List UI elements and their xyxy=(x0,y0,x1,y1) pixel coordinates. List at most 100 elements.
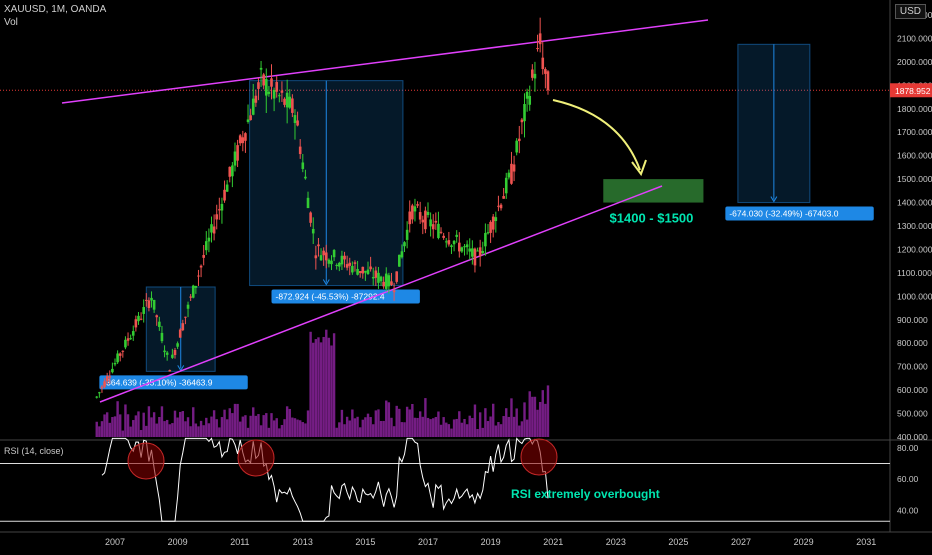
candle-body xyxy=(523,104,526,122)
volume-bar xyxy=(432,418,435,437)
candle-body xyxy=(189,296,192,298)
candle-body xyxy=(437,223,440,238)
volume-bar xyxy=(176,417,179,437)
volume-bar xyxy=(199,420,203,437)
candle-body xyxy=(309,212,312,223)
candle-body xyxy=(257,82,260,89)
volume-bar xyxy=(353,418,357,437)
candle-body xyxy=(152,299,156,310)
time-tick-label: 2007 xyxy=(105,537,125,547)
volume-bar xyxy=(246,427,250,437)
candle-body xyxy=(301,162,305,169)
rsi-tick-label: 80.00 xyxy=(897,443,919,453)
symbol-title: XAUUSD, 1M, OANDA xyxy=(4,4,107,15)
candle-body xyxy=(118,353,122,356)
candle-body xyxy=(330,260,333,265)
candle-body xyxy=(139,318,143,320)
volume-bar xyxy=(108,422,111,437)
volume-bar xyxy=(160,406,164,437)
measured-move-2-label: -872.924 (-45.53%) -87292.4 xyxy=(276,292,385,302)
candle-body xyxy=(408,211,412,225)
volume-bar xyxy=(348,420,351,437)
candle-body xyxy=(103,381,106,387)
volume-bar xyxy=(165,419,169,437)
measured-move-1-label: -364.639 (-35.10%) -36463.9 xyxy=(103,377,212,387)
volume-bar xyxy=(502,416,505,437)
candle-body xyxy=(332,250,336,258)
volume-bar xyxy=(249,415,252,437)
volume-bar xyxy=(121,430,125,437)
candle-body xyxy=(158,321,161,328)
volume-bar xyxy=(325,329,328,437)
volume-bar xyxy=(387,402,391,437)
candle-body xyxy=(424,210,427,230)
candle-body xyxy=(272,90,276,99)
volume-bar xyxy=(220,417,224,437)
time-tick-label: 2013 xyxy=(293,537,313,547)
volume-bar xyxy=(228,408,231,437)
price-tick-label: 600.000 xyxy=(897,385,928,395)
volume-bar xyxy=(275,418,278,437)
measured-move-3-arrowhead xyxy=(770,196,778,203)
volume-bar xyxy=(327,337,331,437)
candle-body xyxy=(280,90,284,93)
candle-body xyxy=(538,33,542,45)
candle-body xyxy=(533,73,537,79)
volume-bar xyxy=(390,417,393,437)
price-tick-label: 1700.000 xyxy=(897,127,932,137)
measured-move-3-label-bg xyxy=(725,206,874,221)
volume-bar xyxy=(505,408,508,437)
volume-bar xyxy=(403,422,406,437)
volume-bar xyxy=(426,417,430,437)
candle-body xyxy=(113,363,117,365)
candle-body xyxy=(246,119,250,122)
candle-body xyxy=(319,255,323,261)
candle-body xyxy=(202,255,205,258)
candle-body xyxy=(416,204,419,206)
volume-bar xyxy=(285,406,289,437)
volume-bar xyxy=(518,425,521,437)
volume-bar xyxy=(319,342,323,437)
volume-bar xyxy=(312,342,315,437)
volume-bar xyxy=(465,424,469,437)
candle-body xyxy=(463,246,466,248)
candle-body xyxy=(340,255,344,265)
volume-bar xyxy=(252,407,255,437)
time-tick-label: 2023 xyxy=(606,537,626,547)
volume-bar xyxy=(434,416,438,437)
volume-bar xyxy=(184,421,187,437)
volume-bar xyxy=(338,422,341,437)
volume-bar xyxy=(95,421,98,437)
volume-bar xyxy=(523,402,526,437)
candle-body xyxy=(444,241,448,243)
candle-body xyxy=(515,140,518,153)
currency-badge[interactable]: USD xyxy=(894,4,926,19)
volume-bar xyxy=(265,413,268,437)
volume-bar xyxy=(395,405,398,437)
candle-body xyxy=(233,151,237,166)
candle-body xyxy=(155,315,159,318)
candle-body xyxy=(199,265,203,268)
volume-bar xyxy=(489,416,492,437)
candle-body xyxy=(398,254,401,267)
candle-body xyxy=(293,115,297,123)
candle-body xyxy=(510,163,513,184)
candle-body xyxy=(223,189,226,201)
volume-bar xyxy=(424,398,427,437)
candle-body xyxy=(531,69,534,78)
volume-bar xyxy=(481,427,484,437)
candle-body xyxy=(298,146,302,155)
candle-body xyxy=(111,368,114,373)
candle-body xyxy=(520,119,524,123)
volume-bar xyxy=(168,424,171,437)
volume-bar xyxy=(301,422,304,437)
candle-body xyxy=(507,172,511,178)
rsi-overbought-marker xyxy=(127,442,165,480)
volume-bar xyxy=(309,331,312,437)
candle-body xyxy=(220,203,224,211)
volume-bar xyxy=(239,421,242,437)
candle-body xyxy=(458,242,461,252)
candle-body xyxy=(431,224,435,230)
